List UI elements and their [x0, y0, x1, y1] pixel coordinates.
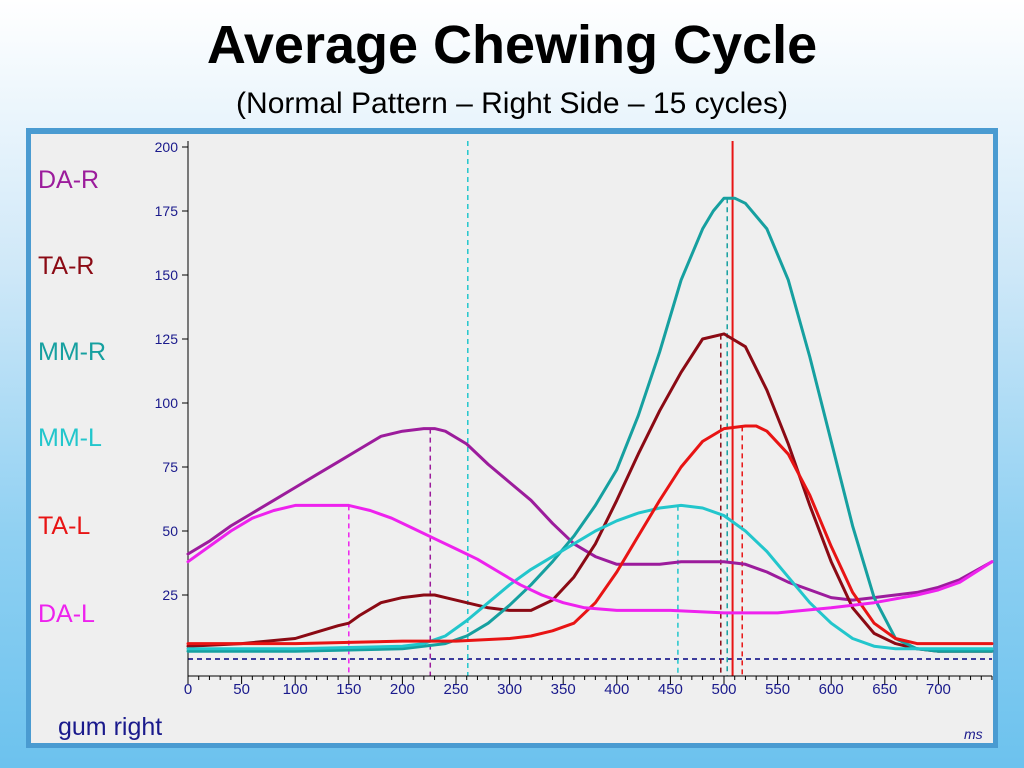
x-tick-label: 0	[184, 681, 192, 698]
x-tick-label: 150	[336, 681, 361, 698]
legend-label-da-l: DA-L	[38, 600, 95, 628]
axes: 25 50 75 100 125 150 175 200 0 50 100 150 200 250 300 3…	[155, 139, 993, 698]
y-tick-label: 50	[162, 523, 178, 539]
x-tick-label: 700	[926, 681, 951, 698]
series-line-da-l	[186, 503, 994, 615]
legend-label-da-r: DA-R	[38, 166, 99, 194]
x-tick-label: 600	[819, 681, 844, 698]
x-tick-label: 250	[443, 681, 468, 698]
legend-label-mm-r: MM-R	[38, 338, 106, 366]
slide-subtitle: (Normal Pattern – Right Side – 15 cycles…	[236, 87, 788, 120]
y-tick-label: 75	[162, 459, 178, 475]
y-tick-label: 200	[155, 139, 179, 155]
marker-lines	[188, 141, 992, 676]
chart-background	[31, 134, 993, 743]
x-tick-label: 500	[711, 681, 736, 698]
legend: DA-R TA-R MM-R MM-L TA-L DA-L	[38, 166, 106, 628]
series-line-mm-r	[186, 196, 994, 653]
y-tick-label: 25	[162, 587, 178, 603]
x-tick-label: 50	[233, 681, 250, 698]
x-tick-label: 450	[658, 681, 683, 698]
y-tick-label: 125	[155, 331, 179, 347]
chart-frame: 25 50 75 100 125 150 175 200 0 50 100 150 200 250 300 3…	[26, 128, 998, 748]
legend-label-ta-l: TA-L	[38, 512, 90, 540]
annotation-gum-right: gum right	[58, 713, 162, 741]
y-tick-label: 175	[155, 203, 179, 219]
x-tick-label: 650	[872, 681, 897, 698]
series-line-ta-r	[186, 332, 994, 653]
legend-label-mm-l: MM-L	[38, 424, 102, 452]
x-tick-label: 300	[497, 681, 522, 698]
y-tick-label: 100	[155, 395, 179, 411]
series-line-ta-l	[186, 424, 994, 646]
x-tick-label: 100	[283, 681, 308, 698]
slide-title: Average Chewing Cycle	[206, 15, 818, 75]
legend-label-ta-r: TA-R	[38, 252, 94, 280]
series-line-mm-l	[186, 503, 994, 651]
chewing-cycle-chart: 25 50 75 100 125 150 175 200 0 50 100 150 200 250 300 3…	[31, 134, 994, 743]
x-tick-label: 200	[390, 681, 415, 698]
x-tick-label: 550	[765, 681, 790, 698]
x-tick-label: 350	[551, 681, 576, 698]
series-lines	[186, 196, 994, 653]
x-axis-unit-label: ms	[964, 726, 983, 742]
y-tick-label: 150	[155, 267, 179, 283]
x-tick-label: 400	[604, 681, 629, 698]
